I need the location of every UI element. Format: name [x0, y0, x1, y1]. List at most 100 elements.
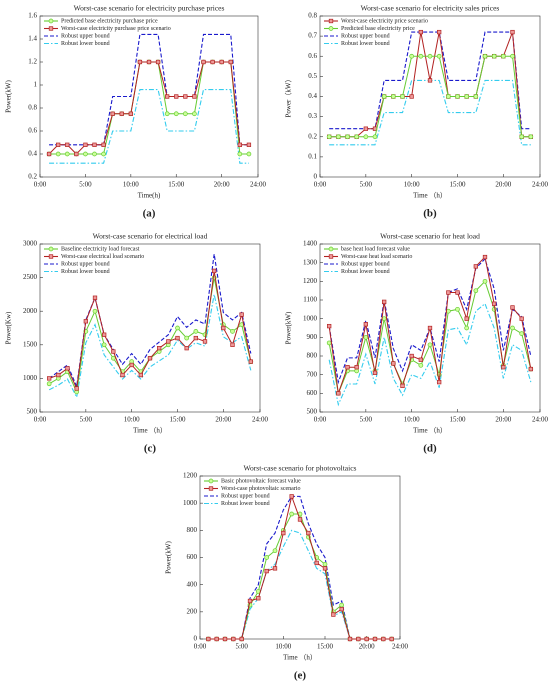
y-axis-label: Power（kW）: [285, 76, 293, 118]
y-tick-label: 1500: [23, 340, 38, 348]
marker: [445, 94, 451, 99]
marker: [528, 134, 534, 140]
y-tick-label: 0.5: [308, 72, 317, 80]
series-line: [208, 529, 392, 640]
marker: [372, 370, 378, 375]
chart-title: Worst-case scenario for electricity sale…: [361, 4, 500, 13]
y-tick-label: 500: [307, 408, 318, 416]
x-tick-label: 20:00: [215, 416, 231, 424]
legend-marker: [48, 246, 54, 252]
marker: [246, 151, 252, 157]
x-tick-label: 0:00: [34, 416, 47, 424]
marker: [111, 349, 116, 354]
marker: [202, 339, 208, 344]
series-line: [48, 294, 252, 399]
x-tick-label: 10:00: [123, 181, 139, 189]
legend-label: Baseline electricity load forecast: [61, 245, 140, 252]
legend-label: Robust lower bound: [221, 501, 270, 507]
x-tick-label: 5:00: [360, 181, 373, 189]
marker: [119, 111, 124, 116]
marker: [110, 111, 115, 116]
marker: [336, 391, 341, 396]
x-tick-label: 5:00: [80, 416, 93, 424]
marker: [510, 305, 515, 310]
marker: [237, 142, 242, 147]
marker: [372, 636, 378, 642]
marker: [492, 301, 497, 306]
panel-label: (d): [423, 443, 437, 455]
marker: [418, 357, 423, 362]
marker: [372, 134, 378, 140]
x-tick-label: 0:00: [194, 643, 207, 651]
legend-label: Worst-case electrical load scenario: [61, 254, 144, 260]
marker: [137, 59, 143, 65]
panel-label: (b): [423, 208, 437, 220]
marker: [219, 59, 224, 65]
marker: [390, 94, 396, 99]
y-tick-label: 900: [307, 333, 318, 341]
marker: [264, 568, 269, 574]
legend-label: Robust upper bound: [341, 261, 390, 267]
marker: [335, 134, 341, 140]
marker: [519, 316, 524, 321]
marker: [281, 530, 286, 536]
marker: [455, 290, 460, 295]
marker: [92, 308, 98, 314]
y-axis-label: Power(kW): [5, 80, 13, 113]
x-axis-label: Time （h）: [413, 427, 447, 435]
x-tick-label: 20:00: [214, 181, 230, 189]
x-tick-label: 15:00: [168, 181, 184, 189]
legend-marker: [208, 486, 214, 491]
marker: [381, 316, 387, 322]
x-tick-label: 5:00: [360, 416, 373, 424]
y-tick-label: 1000: [303, 314, 318, 322]
x-tick-label: 24:00: [250, 181, 266, 189]
y-tick-label: 700: [307, 370, 318, 378]
series-line: [49, 61, 249, 155]
marker: [331, 612, 336, 617]
x-tick-label: 10:00: [275, 643, 291, 651]
marker: [175, 325, 180, 331]
marker: [482, 53, 488, 59]
marker: [192, 111, 197, 117]
y-axis-label: Power(kW): [165, 541, 173, 574]
y-tick-label: 600: [307, 389, 318, 397]
marker: [157, 346, 162, 351]
y-tick-label: 2500: [23, 273, 38, 281]
marker: [382, 299, 387, 305]
marker: [363, 322, 368, 327]
y-tick-label: 0.3: [308, 112, 317, 120]
marker: [409, 94, 414, 99]
marker: [192, 94, 197, 99]
x-axis-label: Time(h): [138, 192, 161, 200]
marker: [314, 560, 319, 566]
marker: [437, 29, 442, 35]
marker: [354, 134, 360, 140]
plot-frame: [39, 243, 261, 413]
marker: [101, 342, 107, 348]
marker: [400, 94, 405, 99]
marker: [427, 53, 433, 59]
marker: [222, 636, 228, 642]
marker: [248, 359, 253, 364]
series-line: [49, 89, 249, 164]
marker: [364, 636, 369, 642]
marker: [427, 78, 433, 83]
marker: [102, 332, 107, 337]
legend-label: Worst-case photovoltaic scenario: [221, 486, 301, 492]
y-tick-label: 800: [307, 352, 318, 360]
y-tick-label: 0.1: [308, 152, 317, 160]
marker: [482, 254, 488, 260]
x-axis-label: Time （h）: [283, 654, 317, 662]
x-tick-label: 24:00: [392, 643, 408, 651]
marker: [272, 566, 278, 571]
marker: [65, 366, 70, 371]
y-tick-label: 0: [194, 635, 198, 643]
x-tick-label: 15:00: [317, 643, 333, 651]
marker: [214, 636, 219, 642]
marker: [473, 264, 478, 269]
marker: [322, 561, 328, 567]
y-tick-label: 200: [187, 607, 198, 615]
marker: [129, 362, 134, 368]
marker: [528, 366, 533, 372]
